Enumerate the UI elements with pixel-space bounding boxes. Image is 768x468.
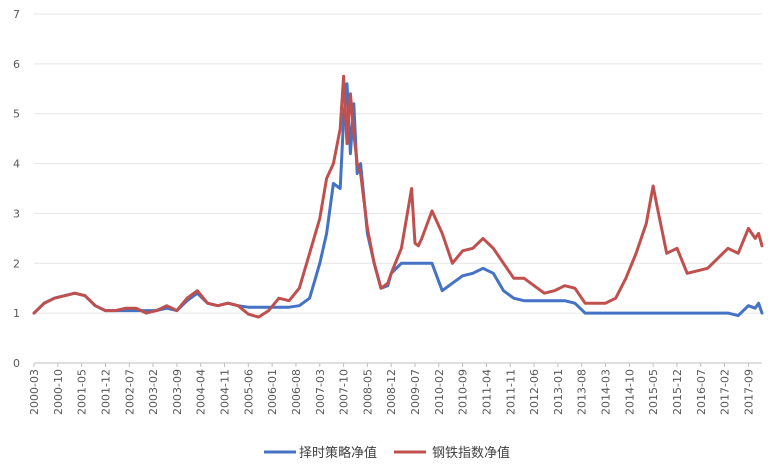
- x-tick-label: 2001-05: [76, 369, 89, 415]
- x-tick-label: 2016-07: [695, 369, 708, 415]
- legend-item-steel: 钢铁指数净值: [394, 445, 510, 461]
- legend-label-timing: 择时策略净值: [299, 445, 377, 461]
- x-tick-label: 2013-01: [552, 369, 565, 415]
- x-tick-label: 2007-03: [314, 369, 327, 415]
- x-tick-label: 2015-12: [671, 369, 684, 415]
- y-tick-label: 5: [13, 108, 20, 121]
- x-tick-label: 2017-02: [719, 369, 732, 415]
- x-tick-label: 2004-11: [219, 369, 232, 415]
- grid-lines: [34, 13, 762, 314]
- x-tick-label: 2011-04: [480, 369, 493, 415]
- x-tick-label: 2007-10: [338, 369, 351, 415]
- y-tick-label: 7: [13, 8, 20, 21]
- x-tick-label: 2003-09: [171, 369, 184, 415]
- x-tick-label: 2006-08: [290, 369, 303, 415]
- y-tick-label: 3: [13, 207, 20, 220]
- x-tick-label: 2009-07: [409, 369, 422, 415]
- y-axis-ticks: 0 1 2 3 4 5 6 7: [13, 8, 20, 370]
- series-line-steel: [32, 74, 764, 319]
- x-tick-label: 2003-02: [147, 369, 160, 415]
- y-tick-label: 1: [13, 307, 20, 320]
- y-tick-label: 4: [13, 158, 20, 171]
- x-tick-label: 2012-06: [528, 369, 541, 415]
- x-tick-label: 2010-02: [433, 369, 446, 415]
- x-tick-label: 2000-10: [52, 369, 65, 415]
- x-tick-label: 2008-05: [361, 369, 374, 415]
- series-lines: [32, 74, 764, 319]
- x-tick-label: 2010-09: [457, 369, 470, 415]
- legend: 择时策略净值 钢铁指数净值: [264, 445, 510, 461]
- x-tick-label: 2000-03: [28, 369, 41, 415]
- x-tick-label: 2005-06: [242, 369, 255, 415]
- y-tick-label: 0: [13, 357, 20, 370]
- x-tick-label: 2002-07: [123, 369, 136, 415]
- x-tick-label: 2006-01: [266, 369, 279, 415]
- x-tick-label: 2004-04: [195, 369, 208, 415]
- x-tick-label: 2014-03: [600, 369, 613, 415]
- y-tick-label: 2: [13, 257, 20, 270]
- y-tick-label: 6: [13, 58, 20, 71]
- x-tick-label: 2011-11: [504, 369, 517, 415]
- x-tick-label: 2017-09: [742, 369, 755, 415]
- x-axis-ticks: 2000-03 2000-10 2001-05 2001-12 2002-07 2003-…: [28, 363, 755, 415]
- x-tick-label: 2014-10: [623, 369, 636, 415]
- x-tick-label: 2008-12: [385, 369, 398, 415]
- legend-item-timing: 择时策略净值: [264, 445, 377, 461]
- x-tick-label: 2001-12: [99, 369, 112, 415]
- x-tick-label: 2015-05: [647, 369, 660, 415]
- series-line-timing: [32, 82, 764, 318]
- legend-label-steel: 钢铁指数净值: [432, 445, 510, 461]
- x-tick-label: 2013-08: [576, 369, 589, 415]
